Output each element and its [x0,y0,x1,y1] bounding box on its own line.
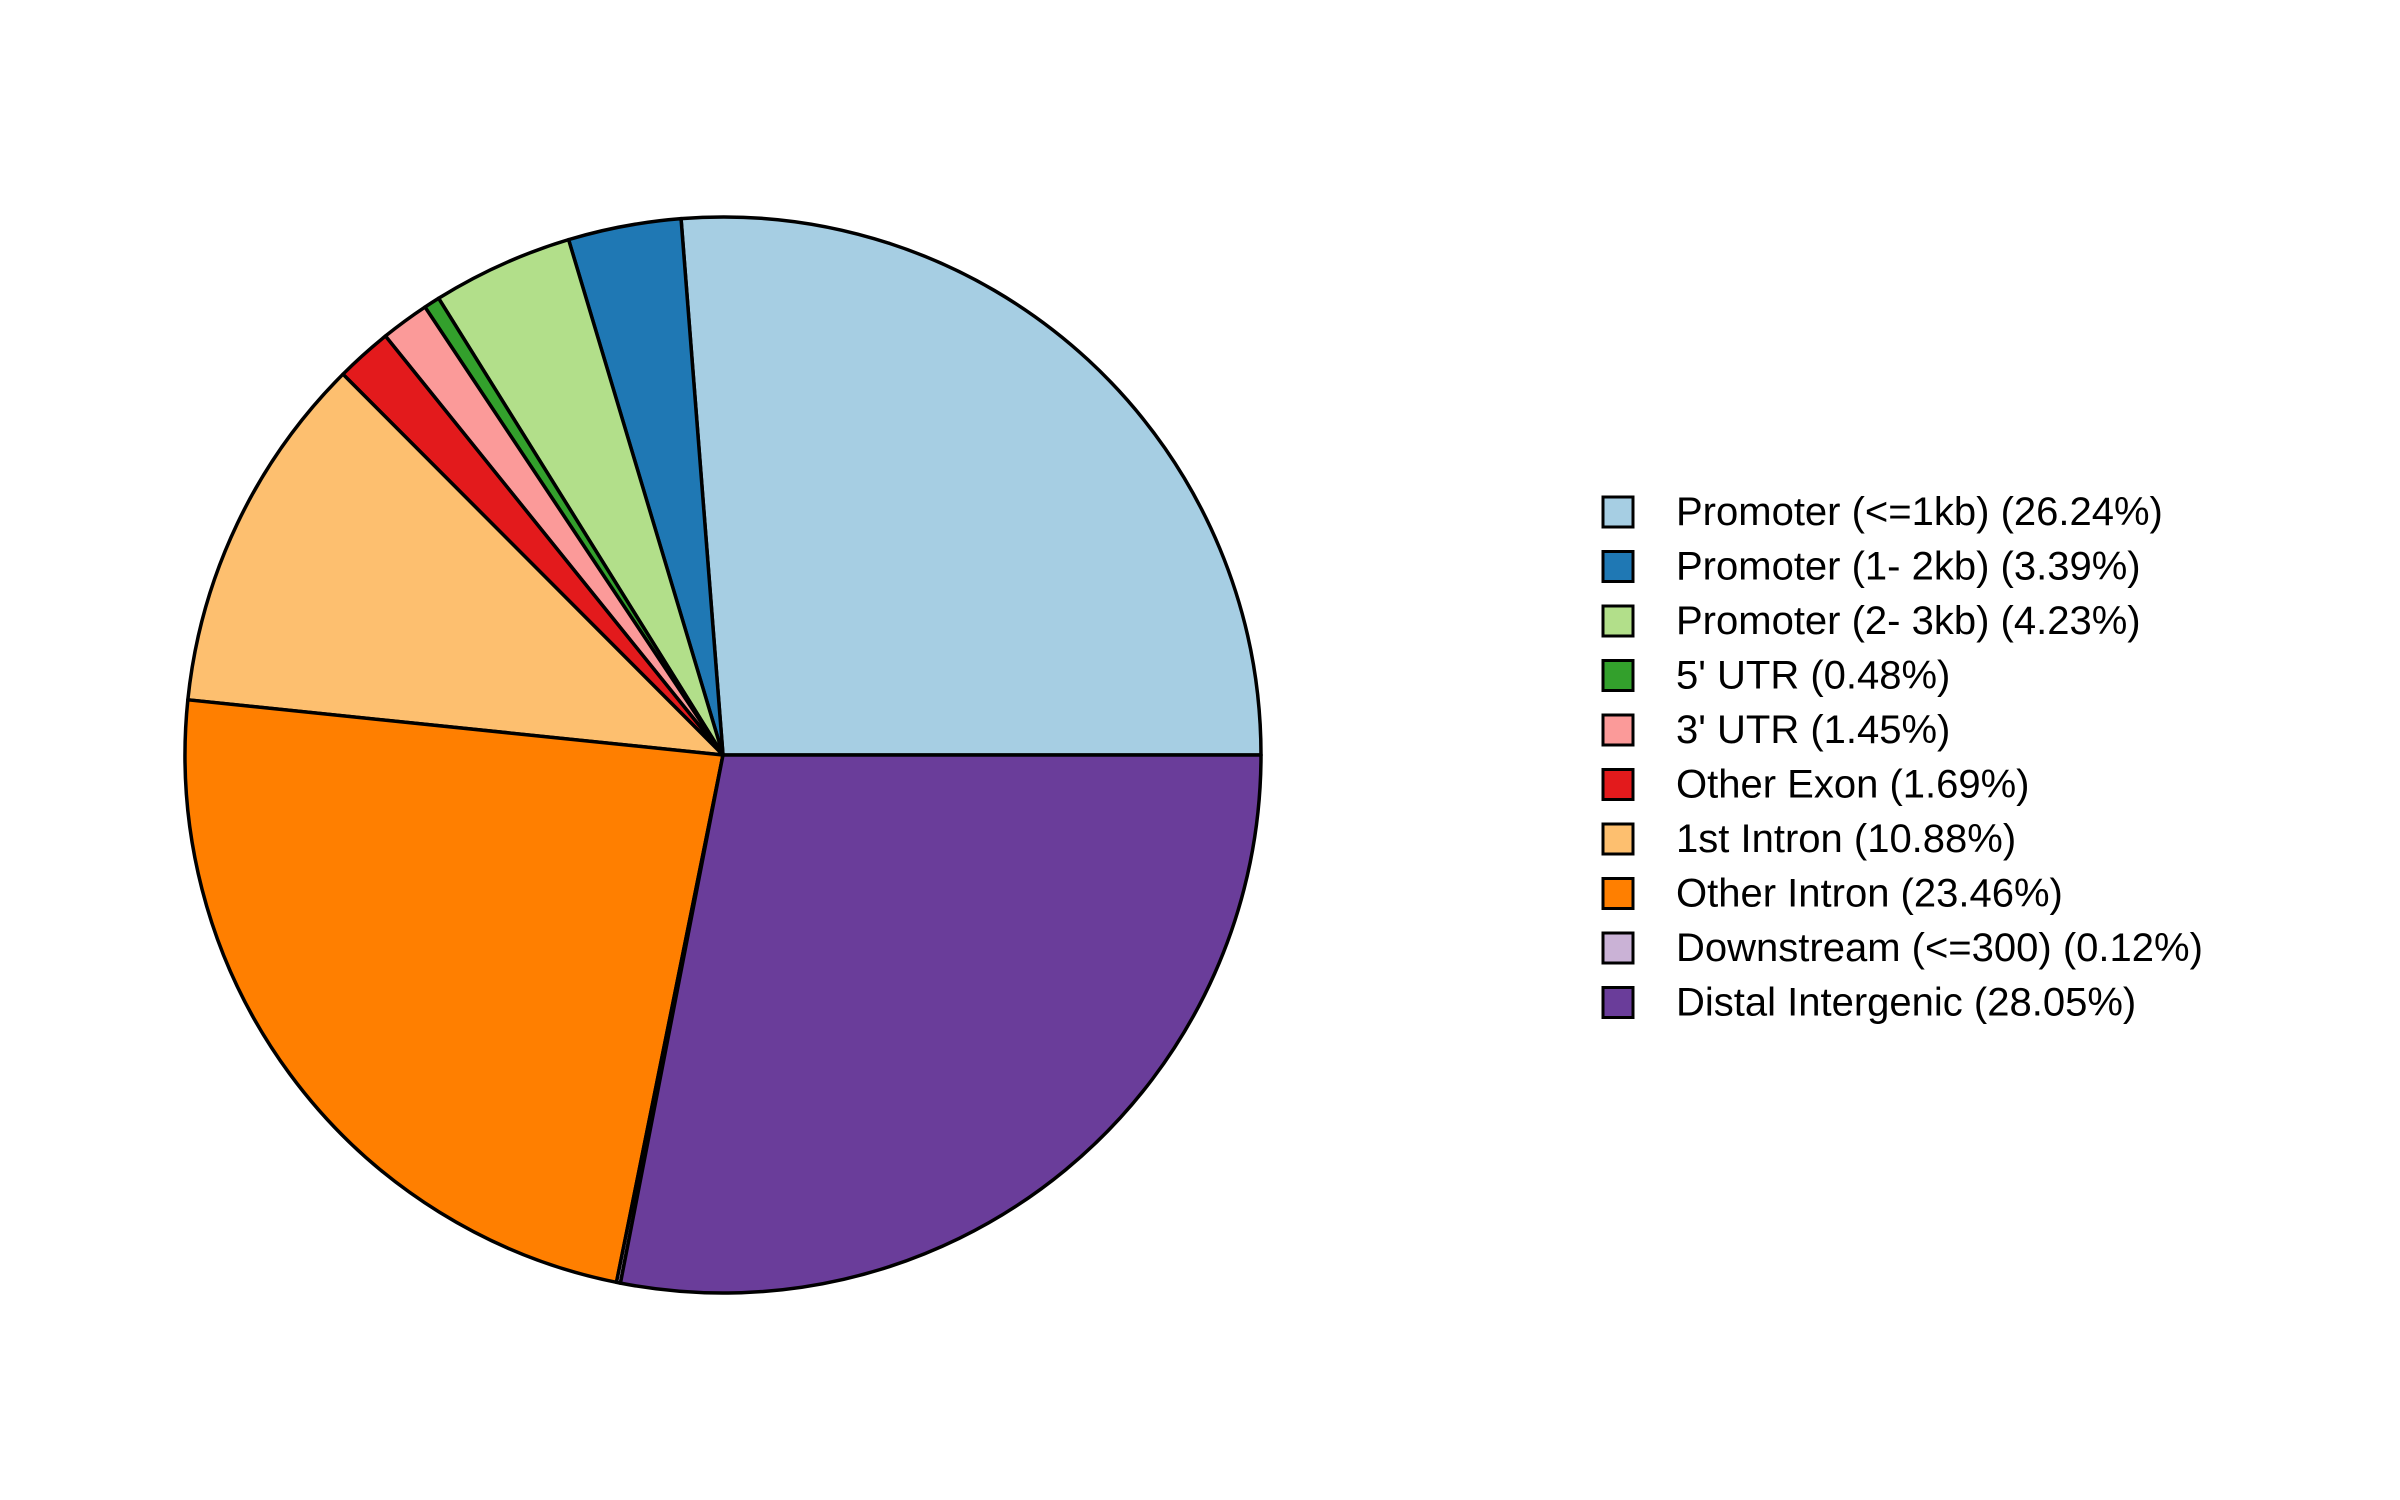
legend-label-5: Other Exon (1.69%) [1676,763,2030,807]
legend-swatch-4 [1601,713,1635,747]
legend-swatch-2 [1601,604,1635,638]
legend-label-6: 1st Intron (10.88%) [1676,817,2016,861]
pie-slice-6 [186,372,725,757]
legend-swatch-7 [1601,877,1635,910]
pie-slice-0 [679,215,1263,757]
legend: Promoter (<=1kb) (26.24%) Promoter (1- 2k… [1601,490,2203,1025]
legend-label-2: Promoter (2- 3kb) (4.23%) [1676,599,2141,643]
pie-slice-9 [618,753,1263,1295]
legend-label-0: Promoter (<=1kb) (26.24%) [1676,490,2163,534]
legend-label-7: Other Intron (23.46%) [1676,872,2063,916]
legend-label-8: Downstream (<=300) (0.12%) [1676,926,2203,970]
legend-label-1: Promoter (1- 2kb) (3.39%) [1676,545,2141,589]
legend-swatch-0 [1601,495,1635,529]
pie-slice-7 [183,698,725,1285]
pie-slices [183,215,1263,1295]
legend-label-9: Distal Intergenic (28.05%) [1676,981,2136,1025]
legend-swatch-1 [1601,550,1635,583]
legend-swatch-6 [1601,822,1635,856]
legend-swatch-9 [1601,986,1635,1019]
legend-swatch-8 [1601,931,1635,965]
legend-label-3: 5' UTR (0.48%) [1676,654,1950,698]
legend-swatch-5 [1601,768,1635,801]
legend-label-4: 3' UTR (1.45%) [1676,708,1950,752]
legend-swatch-3 [1601,659,1635,692]
